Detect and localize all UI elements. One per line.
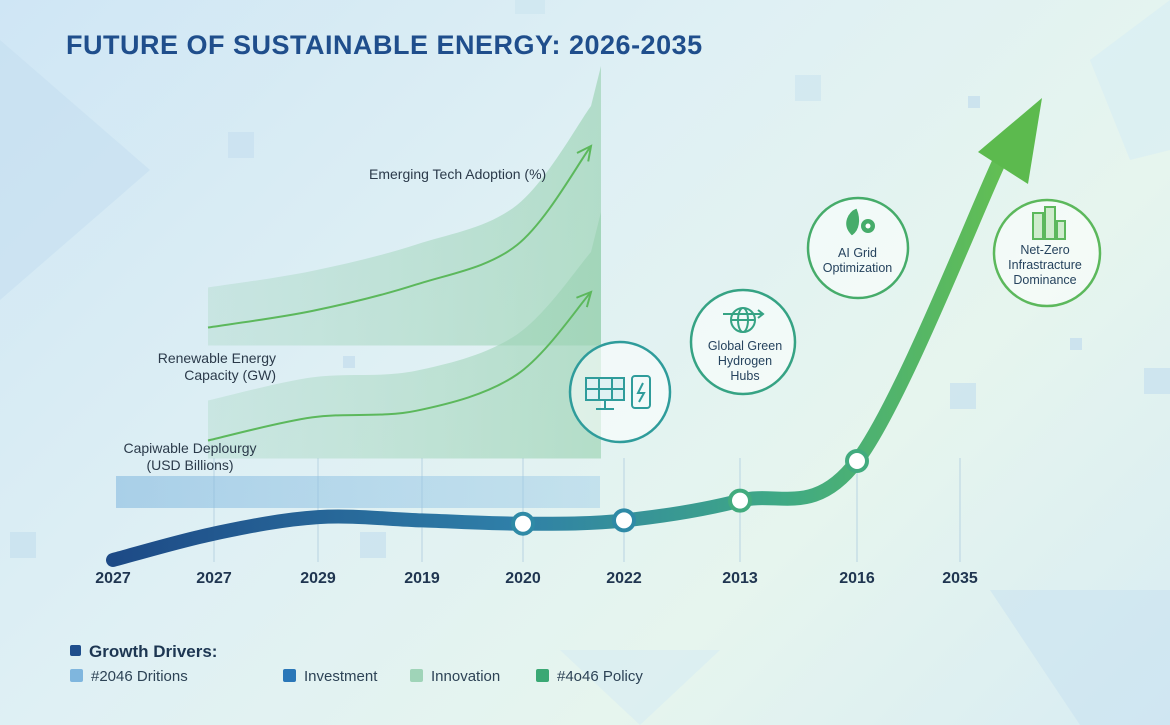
x-tick-label: 2019 [404, 570, 440, 587]
leaf-gear-icon [846, 208, 875, 236]
legend-swatch [410, 669, 423, 682]
deployment-band [116, 476, 600, 508]
legend-title: Growth Drivers: [70, 642, 217, 662]
legend-item: Innovation [410, 668, 500, 685]
legend-item: Investment [283, 668, 377, 685]
legend-item: #2046 Dritions [70, 668, 188, 685]
data-point-marker [511, 511, 535, 536]
milestone-label-hydrogen: Global Green Hydrogen Hubs [707, 339, 783, 383]
x-tick-label: 2020 [505, 570, 541, 587]
milestone-label-ai-grid: AI Grid Optimization [822, 246, 893, 275]
legend-item: #4o46 Policy [536, 668, 643, 685]
series-label-renewable-capacity: Renewable Energy Capacity (GW) [157, 350, 276, 383]
milestone-city-buildings [992, 198, 1102, 308]
series-line-0 [207, 145, 592, 329]
legend-item-label: Investment [304, 668, 378, 685]
area-band-0 [208, 66, 601, 346]
legend-swatch [70, 669, 83, 682]
series-line-1 [207, 291, 592, 442]
series-label-emerging-tech: Emerging Tech Adoption (%) [369, 166, 547, 182]
legend-item-label: #2046 Dritions [91, 668, 188, 685]
legend-title-marker [70, 645, 81, 656]
x-tick-label: 2027 [95, 570, 131, 587]
milestone-leaf-gear [806, 196, 910, 300]
city-buildings-icon [1032, 206, 1066, 240]
milestone-label-net-zero: Net-Zero Infrastracture Dominance [1008, 243, 1082, 287]
legend-swatch [283, 669, 296, 682]
chart-title: FUTURE OF SUSTAINABLE ENERGY: 2026-2035 [66, 30, 703, 60]
legend-item-label: #4o46 Policy [557, 668, 643, 685]
x-tick-label: 2035 [942, 570, 978, 587]
data-point-marker [612, 508, 636, 533]
series-label-deployment: Capiwable Deplourgy (USD Billions) [123, 440, 257, 473]
legend-item-label: Innovation [431, 668, 501, 685]
x-tick-label: 2027 [196, 570, 232, 587]
series-arrowhead-0 [576, 144, 593, 162]
milestone-solar-battery [568, 340, 672, 444]
globe-arrows-icon [723, 307, 765, 333]
data-point-marker [845, 449, 869, 473]
main-series-arrowhead [978, 98, 1042, 184]
x-tick-label: 2029 [300, 570, 336, 587]
series-arrowhead-1 [576, 290, 593, 308]
x-tick-label: 2013 [722, 570, 758, 587]
area-band-1 [208, 212, 601, 459]
legend-swatch [536, 669, 549, 682]
solar-battery-icon [585, 375, 651, 410]
milestone-globe-arrows [689, 288, 797, 396]
data-point-marker [728, 488, 752, 513]
x-tick-label: 2016 [839, 570, 875, 587]
main-series-line [106, 153, 1007, 567]
x-tick-label: 2022 [606, 570, 642, 587]
